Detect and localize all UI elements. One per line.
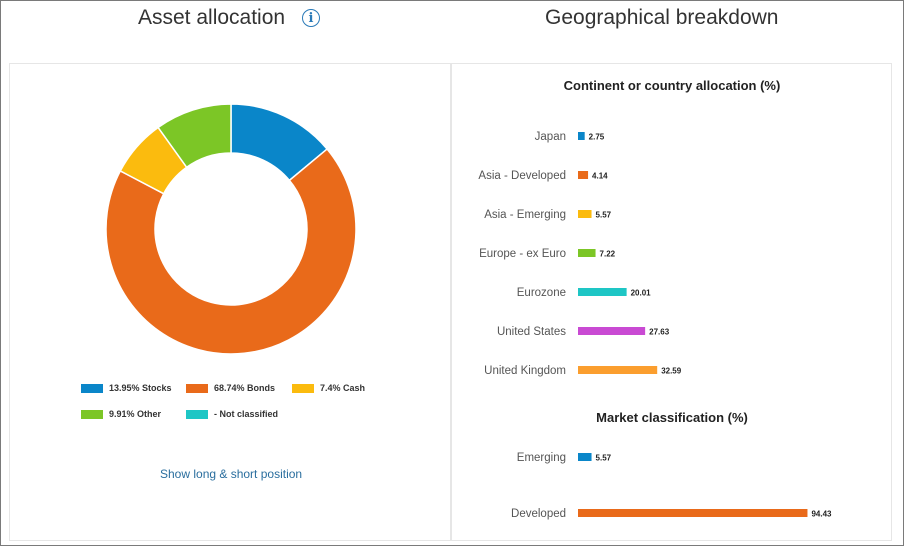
country-allocation-category-label: Eurozone (517, 287, 566, 299)
country-allocation-bar-japan[interactable] (578, 132, 585, 140)
country-allocation-value-label: 4.14 (592, 172, 608, 181)
legend-swatch (81, 383, 103, 393)
legend-item-not-classified[interactable]: - Not classified (186, 409, 278, 419)
country-allocation-value-label: 5.57 (596, 211, 612, 220)
country-allocation-category-label: Europe - ex Euro (479, 248, 566, 260)
country-allocation-value-label: 7.22 (600, 250, 616, 259)
country-allocation-bar-united-states[interactable] (578, 327, 646, 335)
legend-item-stocks[interactable]: 13.95% Stocks (81, 383, 172, 393)
country-allocation-bar-asia-emerging[interactable] (578, 210, 592, 218)
legend-label: - Not classified (214, 409, 279, 419)
legend-swatch (186, 409, 208, 419)
market-classification-bar-emerging[interactable] (578, 453, 592, 461)
country-allocation-value-label: 20.01 (631, 289, 652, 298)
country-allocation-value-label: 27.63 (649, 328, 670, 337)
legend-swatch (81, 409, 103, 419)
geographical-bar-charts: Continent or country allocation (%) Japan… (478, 78, 832, 520)
donut-slice-bonds[interactable] (105, 147, 357, 355)
country-allocation-bar-eurozone[interactable] (578, 288, 627, 296)
asset-allocation-card (9, 63, 451, 541)
market-classification-bar-developed[interactable] (578, 509, 808, 517)
market-classification-value-label: 5.57 (596, 454, 612, 463)
country-allocation-bar-europe-ex-euro[interactable] (578, 249, 596, 257)
legend-label: 9.91% Other (109, 409, 162, 419)
legend-label: 7.4% Cash (320, 383, 366, 393)
info-icon[interactable]: i (302, 9, 320, 27)
country-allocation-bar-united-kingdom[interactable] (578, 366, 658, 374)
market-classification-category-label: Developed (511, 508, 566, 520)
legend-swatch (186, 383, 208, 393)
country-allocation-title: Continent or country allocation (%) (564, 78, 781, 93)
asset-allocation-donut-chart (105, 103, 357, 355)
market-classification-category-label: Emerging (517, 452, 566, 464)
country-allocation-category-label: Asia - Developed (478, 170, 566, 182)
country-allocation-bar-asia-developed[interactable] (578, 171, 589, 179)
legend-item-cash[interactable]: 7.4% Cash (292, 383, 365, 393)
legend-item-other[interactable]: 9.91% Other (81, 409, 161, 419)
market-classification-title: Market classification (%) (596, 410, 748, 425)
country-allocation-category-label: Japan (535, 131, 566, 143)
country-allocation-category-label: Asia - Emerging (484, 209, 566, 221)
country-allocation-category-label: United States (497, 326, 566, 338)
country-allocation-category-label: United Kingdom (484, 365, 566, 377)
country-allocation-value-label: 2.75 (589, 133, 605, 142)
donut-slice-other[interactable] (157, 103, 232, 169)
country-allocation-value-label: 32.59 (661, 367, 682, 376)
geographical-breakdown-card (451, 63, 892, 541)
legend-item-bonds[interactable]: 68.74% Bonds (186, 383, 275, 393)
legend-label: 68.74% Bonds (214, 383, 276, 393)
legend-swatch (292, 383, 314, 393)
market-classification-value-label: 94.43 (811, 510, 832, 519)
geographical-breakdown-title: Geographical breakdown (545, 6, 779, 29)
show-long-short-position-link[interactable]: Show long & short position (160, 467, 303, 481)
legend-label: 13.95% Stocks (109, 383, 172, 393)
asset-allocation-title: Asset allocation (138, 6, 286, 29)
